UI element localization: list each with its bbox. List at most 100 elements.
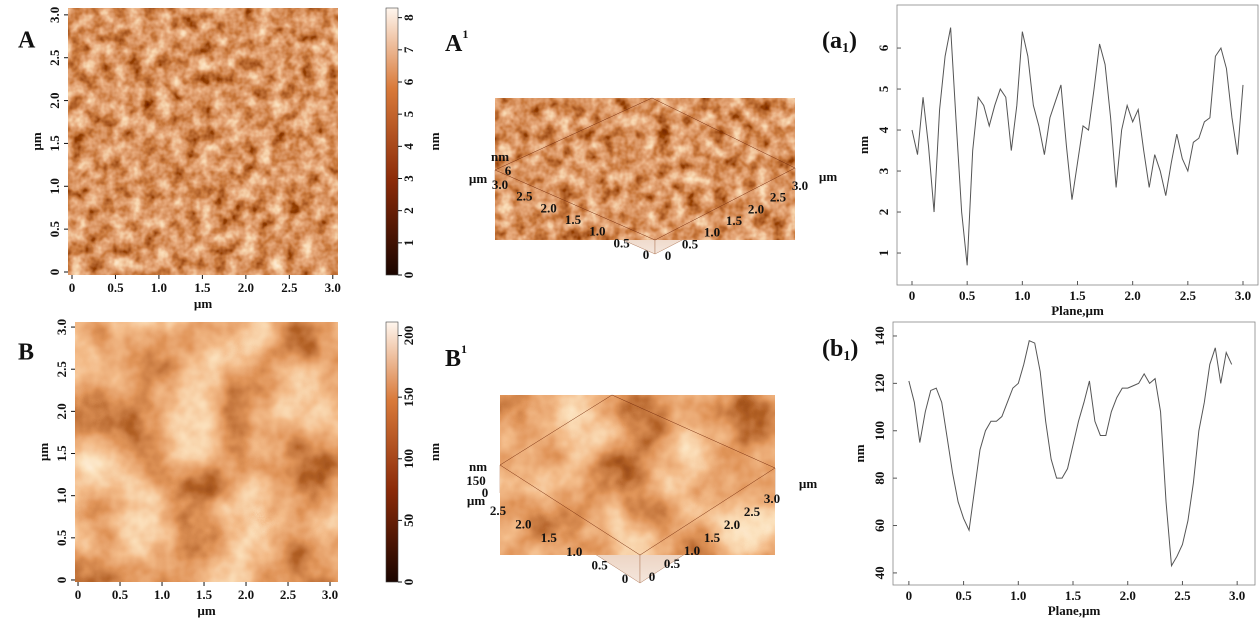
panel-label-main: B bbox=[445, 346, 461, 372]
title-end: ) bbox=[850, 336, 858, 362]
y-tick-label: 0.5 bbox=[47, 221, 62, 238]
y-tick-label: 0.5 bbox=[54, 529, 69, 546]
y-axis-label: nm bbox=[856, 136, 871, 154]
plot-frame bbox=[897, 5, 1258, 285]
chart-title: (a1) bbox=[822, 28, 857, 57]
left-tick-label: 0.5 bbox=[591, 557, 608, 572]
chart-title: (b1) bbox=[822, 336, 858, 365]
right-tick-label: 0.5 bbox=[682, 236, 699, 251]
y-tick-label: 1.5 bbox=[47, 135, 62, 152]
panel-label: B bbox=[18, 340, 34, 366]
colorbar-tick-label: 3 bbox=[401, 175, 416, 182]
colorbar-tick-label: 0 bbox=[401, 579, 416, 586]
x-tick-label: 0.5 bbox=[959, 288, 976, 303]
left-tick-label: 2.5 bbox=[490, 503, 507, 518]
title-sub: 1 bbox=[843, 349, 850, 364]
y-tick-label: 2 bbox=[876, 209, 891, 216]
y-tick-label: 1.0 bbox=[54, 488, 69, 504]
x-tick-label: 1.5 bbox=[1065, 588, 1082, 603]
y-axis-label: nm bbox=[852, 444, 867, 462]
z-unit: nm bbox=[469, 459, 487, 474]
right-tick-label: 1.5 bbox=[704, 530, 721, 545]
colorbar bbox=[386, 322, 398, 582]
x-tick-label: 0.5 bbox=[955, 588, 972, 603]
y-axis-label: µm bbox=[29, 132, 44, 150]
x-tick-label: 1.5 bbox=[196, 587, 213, 602]
x-axis-label: Plane,µm bbox=[1051, 303, 1104, 318]
y-tick-label: 1.5 bbox=[54, 445, 69, 462]
afm-image bbox=[68, 8, 338, 275]
y-tick-label: 100 bbox=[872, 421, 887, 441]
title-sub: 1 bbox=[842, 41, 849, 56]
y-tick-label: 5 bbox=[876, 85, 891, 92]
left-tick-label: 0 bbox=[643, 247, 650, 262]
figure: A00.51.01.52.02.53.000.51.01.52.02.53.0µ… bbox=[0, 0, 1260, 627]
right-tick-label: 2.0 bbox=[748, 201, 764, 216]
left-tick-label: 3.0 bbox=[492, 177, 508, 192]
surface-3d bbox=[495, 98, 795, 240]
colorbar-tick-label: 50 bbox=[401, 514, 416, 527]
right-tick-label: 1.0 bbox=[704, 225, 720, 240]
x-axis-label: µm bbox=[197, 603, 215, 618]
x-tick-label: 0.5 bbox=[107, 280, 124, 295]
left-tick-label: 2.5 bbox=[516, 189, 533, 204]
left-tick-label: 1.5 bbox=[541, 530, 558, 545]
y-tick-label: 2.0 bbox=[54, 403, 69, 419]
right-tick-label: 1.5 bbox=[726, 213, 743, 228]
panel-label-sup: 1 bbox=[462, 27, 468, 41]
x-tick-label: 0 bbox=[906, 588, 913, 603]
x-tick-label: 3.0 bbox=[325, 280, 341, 295]
right-tick-label: 2.5 bbox=[744, 504, 761, 519]
y-tick-label: 40 bbox=[872, 566, 887, 579]
left-tick-label: 0.5 bbox=[614, 235, 631, 250]
y-tick-label: 1.0 bbox=[47, 178, 62, 194]
y-tick-label: 2.5 bbox=[47, 49, 62, 66]
z-unit: nm bbox=[491, 149, 509, 164]
y-tick-label: 3 bbox=[876, 167, 891, 174]
x-tick-label: 0 bbox=[909, 288, 916, 303]
title-main: (b bbox=[822, 336, 843, 362]
left-tick-label: 2.0 bbox=[541, 200, 557, 215]
y-tick-label: 80 bbox=[872, 472, 887, 485]
x-tick-label: 0 bbox=[69, 280, 76, 295]
profile-line bbox=[912, 28, 1243, 266]
x-tick-label: 2.5 bbox=[280, 587, 297, 602]
x-tick-label: 1.5 bbox=[1069, 288, 1086, 303]
x-tick-label: 0.5 bbox=[112, 587, 129, 602]
right-tick-label: 0.5 bbox=[664, 556, 681, 571]
colorbar-tick-label: 4 bbox=[401, 143, 416, 150]
y-tick-label: 6 bbox=[876, 44, 891, 51]
z-tick-label: 6 bbox=[505, 163, 512, 178]
y-tick-label: 0 bbox=[54, 577, 69, 584]
right-unit: µm bbox=[799, 476, 817, 491]
y-tick-label: 60 bbox=[872, 519, 887, 532]
x-tick-label: 0 bbox=[75, 587, 82, 602]
colorbar-tick-label: 7 bbox=[401, 46, 416, 53]
x-tick-label: 3.0 bbox=[1229, 588, 1245, 603]
right-tick-label: 0 bbox=[649, 569, 656, 584]
colorbar-tick-label: 200 bbox=[401, 326, 416, 346]
title-end: ) bbox=[849, 28, 857, 54]
colorbar-tick-label: 0 bbox=[401, 272, 416, 279]
x-tick-label: 1.0 bbox=[154, 587, 170, 602]
x-tick-label: 1.0 bbox=[1010, 588, 1026, 603]
x-axis-label: Plane,µm bbox=[1048, 603, 1101, 618]
right-tick-label: 2.0 bbox=[724, 517, 740, 532]
right-unit: µm bbox=[819, 169, 837, 184]
y-tick-label: 120 bbox=[872, 374, 887, 394]
page: A00.51.01.52.02.53.000.51.01.52.02.53.0µ… bbox=[0, 0, 1260, 627]
afm-image bbox=[75, 322, 338, 582]
left-tick-label: 1.0 bbox=[566, 544, 582, 559]
colorbar-tick-label: 150 bbox=[401, 387, 416, 407]
left-tick-label: 2.0 bbox=[515, 517, 531, 532]
y-tick-label: 3.0 bbox=[54, 319, 69, 335]
colorbar-tick-label: 1 bbox=[401, 240, 416, 247]
profile-line bbox=[909, 341, 1232, 566]
right-tick-label: 3.0 bbox=[764, 491, 780, 506]
x-tick-label: 3.0 bbox=[322, 587, 338, 602]
plot-frame bbox=[893, 322, 1255, 585]
x-tick-label: 2.0 bbox=[238, 280, 254, 295]
colorbar-label: nm bbox=[427, 132, 442, 150]
right-tick-label: 2.5 bbox=[770, 190, 787, 205]
colorbar-label: nm bbox=[427, 443, 442, 461]
